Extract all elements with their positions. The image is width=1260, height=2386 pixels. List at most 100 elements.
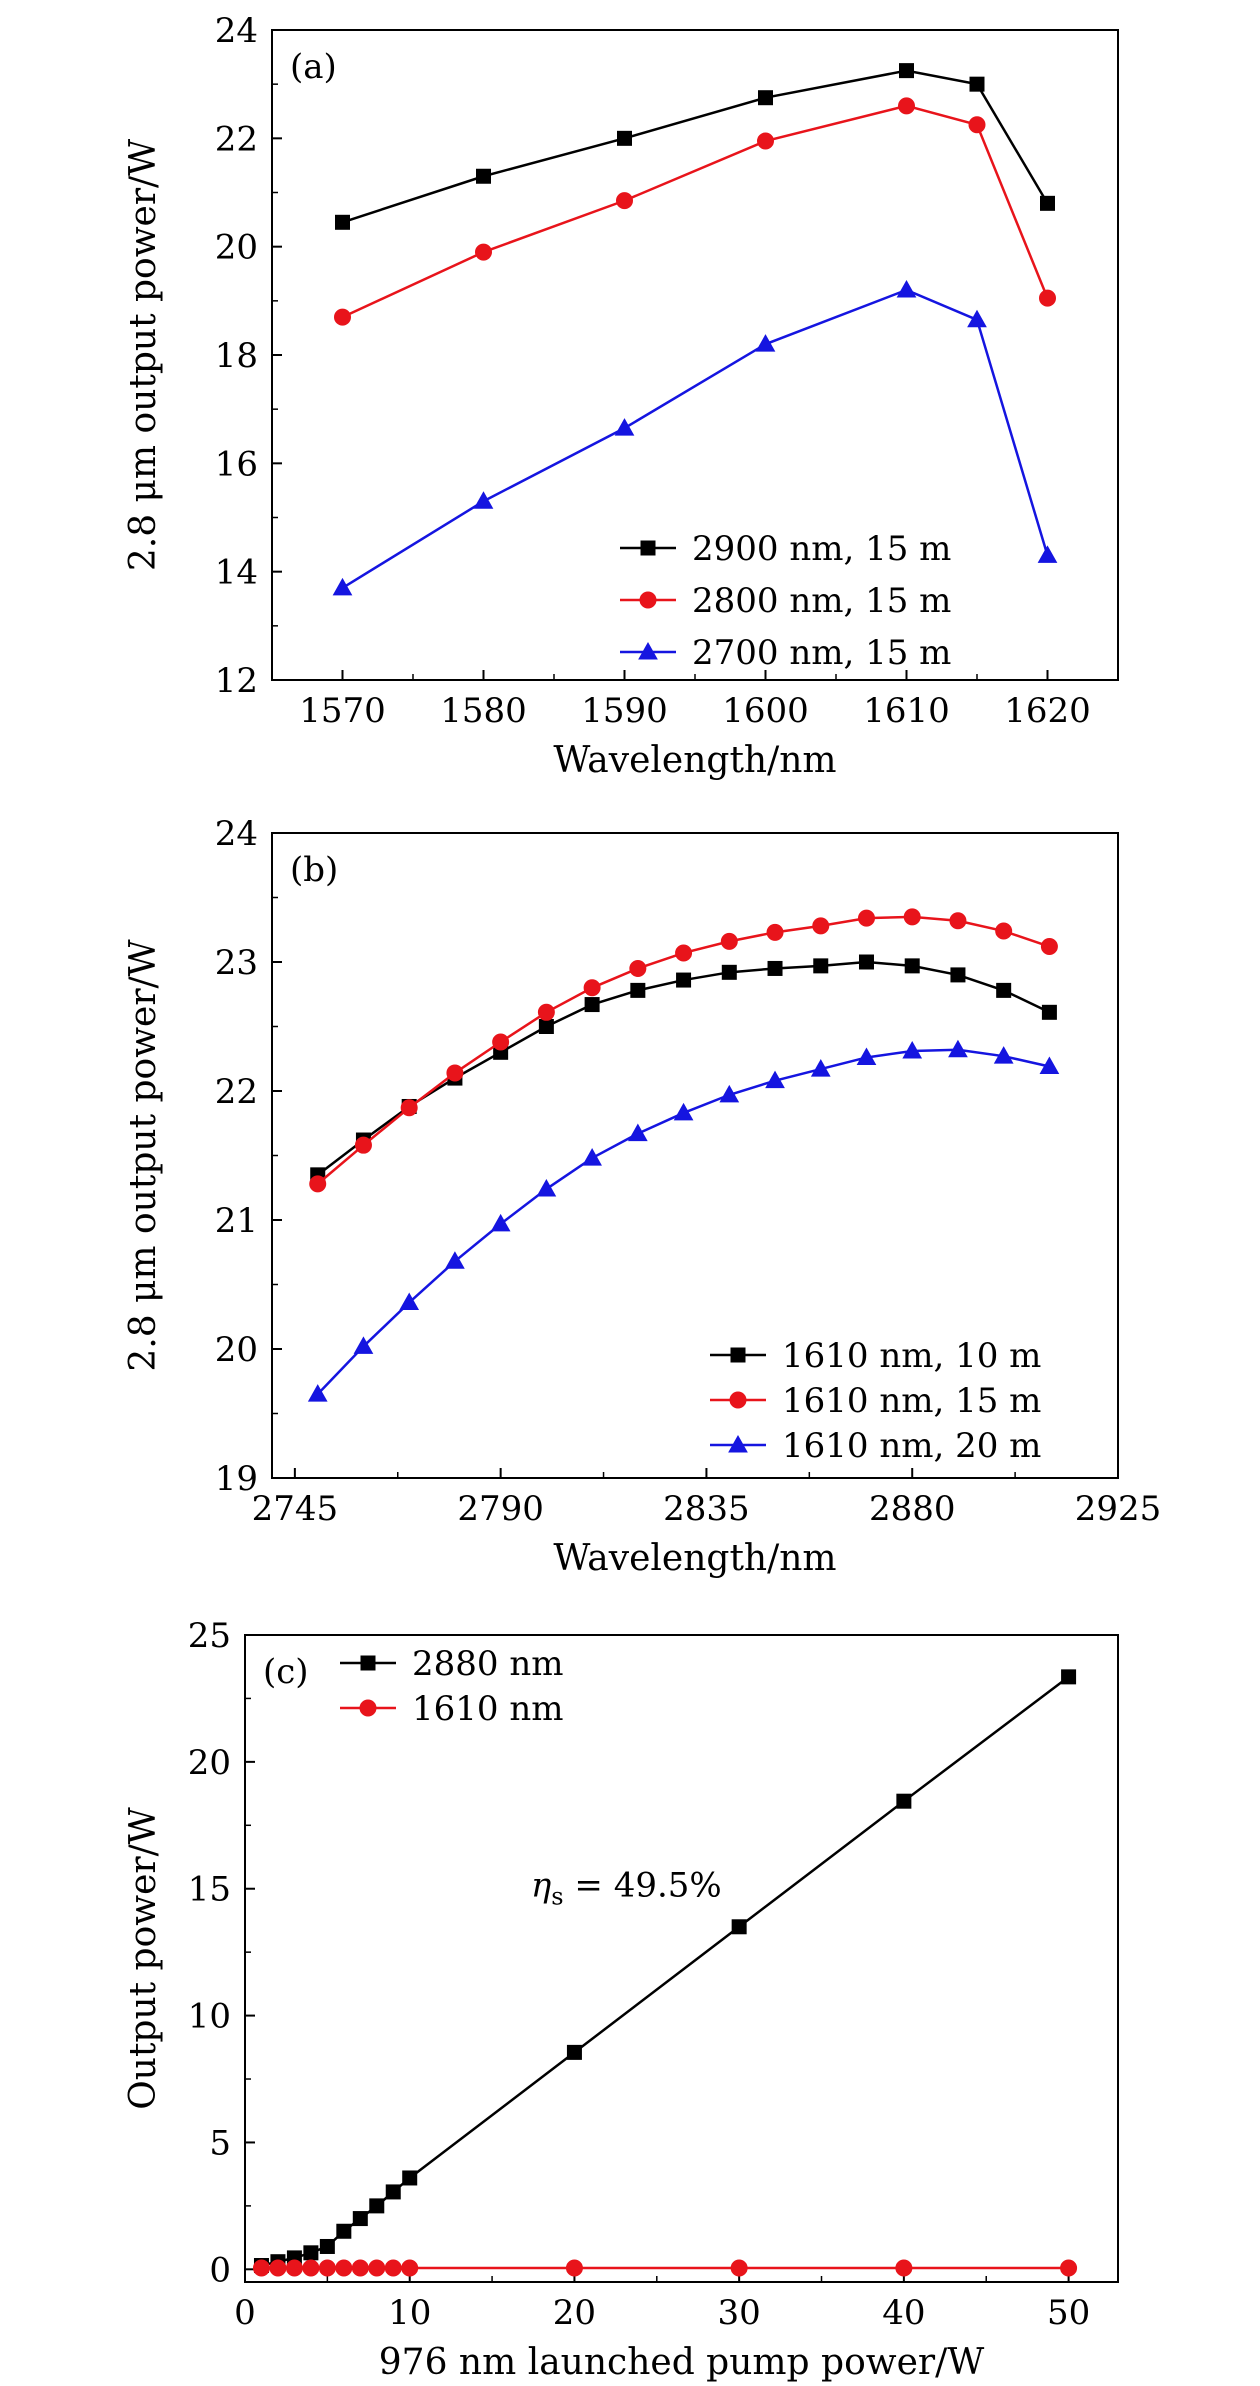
data-point — [896, 1793, 912, 1809]
data-point — [675, 944, 693, 962]
data-point — [1039, 289, 1056, 307]
y-tick-label: 24 — [215, 11, 258, 51]
data-point — [1040, 938, 1058, 956]
data-point — [309, 1175, 327, 1193]
data-point — [902, 1040, 923, 1059]
legend-marker — [640, 540, 656, 556]
y-tick-label: 22 — [215, 1072, 258, 1112]
data-point — [269, 2259, 287, 2277]
chart-panel-3: 0 10 20 30 40 50 0 5 10 15 20 25 976 nm launched pum… — [123, 1616, 1119, 2383]
y-tick-label: 12 — [215, 661, 258, 701]
data-point — [351, 2259, 369, 2277]
panel-label: (a) — [290, 47, 337, 87]
data-point — [969, 76, 985, 92]
x-tick-label: 30 — [718, 2293, 761, 2333]
data-point — [676, 972, 692, 988]
data-point — [1040, 195, 1055, 211]
data-point — [335, 214, 350, 230]
series-2 — [252, 2259, 1078, 2277]
data-point — [765, 1070, 785, 1089]
x-tick-label: 1600 — [722, 691, 809, 731]
series-2 — [334, 97, 1056, 326]
x-tick-label: 1580 — [440, 691, 527, 731]
y-tick-label: 22 — [215, 119, 258, 159]
legend-label: 2880 nm — [412, 1644, 563, 1684]
data-point — [896, 279, 917, 298]
data-point — [318, 2259, 336, 2277]
y-tick-label: 23 — [215, 943, 258, 983]
data-point — [302, 2259, 320, 2277]
data-point — [617, 130, 632, 146]
y-tick-label: 0 — [209, 2250, 231, 2290]
data-point — [627, 1123, 648, 1142]
panel-label: (b) — [290, 850, 338, 890]
annotation-text: = 49.5% — [564, 1865, 722, 1905]
series-1 — [310, 954, 1057, 1183]
x-tick-label: 1590 — [581, 691, 668, 731]
legend-label: 1610 nm — [412, 1689, 563, 1729]
data-point — [538, 1019, 554, 1034]
y-tick-label: 10 — [188, 1997, 231, 2037]
data-point — [583, 979, 601, 997]
legend-marker — [728, 1434, 748, 1453]
data-point — [399, 1292, 420, 1311]
data-point — [475, 243, 492, 261]
data-point — [445, 1251, 465, 1269]
data-point — [967, 309, 987, 328]
y-tick-label: 24 — [215, 814, 258, 854]
data-point — [614, 418, 635, 436]
data-point — [368, 2259, 386, 2277]
y-tick-label: 5 — [209, 2123, 231, 2163]
data-point — [857, 909, 875, 927]
y-tick-label: 25 — [188, 1616, 231, 1656]
y-tick-label: 14 — [215, 553, 258, 593]
legend: 2900 nm, 15 m 2800 nm, 15 m 2700 nm, 15 m — [620, 529, 951, 673]
data-point — [353, 1336, 374, 1354]
x-tick-label: 50 — [1047, 2293, 1090, 2333]
data-point — [629, 959, 647, 977]
data-point — [812, 917, 830, 935]
data-point — [536, 1179, 557, 1197]
data-point — [401, 2259, 419, 2277]
data-point — [767, 960, 783, 976]
y-tick-label: 15 — [188, 1870, 231, 1910]
y-tick-label: 21 — [215, 1201, 258, 1241]
x-tick-label: 0 — [234, 2293, 256, 2333]
data-point — [307, 1384, 328, 1402]
legend-label: 2900 nm, 15 m — [692, 529, 951, 569]
data-point — [400, 1099, 418, 1117]
data-point — [385, 2184, 401, 2200]
data-point — [903, 908, 921, 926]
x-tick-label: 1620 — [1004, 691, 1091, 731]
data-point — [1041, 1004, 1057, 1020]
data-point — [757, 132, 774, 150]
x-tick-label: 1570 — [299, 691, 386, 731]
data-point — [490, 1213, 511, 1232]
data-point — [1039, 1056, 1060, 1074]
data-point — [720, 932, 738, 950]
data-point — [369, 2198, 385, 2214]
data-point — [993, 1046, 1014, 1064]
data-point — [566, 2044, 582, 2060]
legend-marker — [730, 1347, 746, 1363]
data-point — [719, 1084, 740, 1103]
data-point — [616, 192, 633, 210]
data-point — [813, 958, 829, 974]
y-tick-label: 20 — [188, 1743, 231, 1783]
data-point — [1060, 2259, 1078, 2277]
data-point — [336, 2223, 352, 2239]
data-point — [537, 1003, 555, 1021]
data-point — [352, 2211, 368, 2227]
legend-label: 1610 nm, 15 m — [782, 1381, 1041, 1421]
legend-marker — [360, 1655, 376, 1671]
data-point — [948, 1039, 968, 1058]
legend-label: 2800 nm, 15 m — [692, 581, 951, 621]
y-tick-label: 18 — [215, 336, 258, 376]
x-axis-title: Wavelength/nm — [553, 1538, 836, 1579]
data-point — [895, 2259, 913, 2277]
data-point — [354, 1136, 372, 1154]
x-tick-label: 1610 — [863, 691, 950, 731]
x-axis-title: Wavelength/nm — [553, 740, 836, 781]
